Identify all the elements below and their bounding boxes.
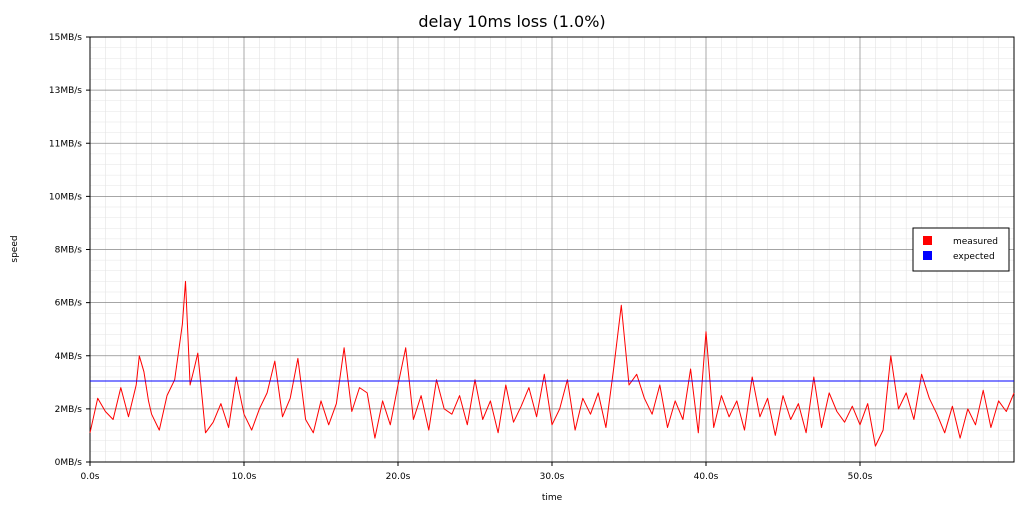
legend-swatch-expected [923,251,932,260]
grid [89,36,1015,463]
x-tick-label: 30.0s [540,472,565,482]
legend-swatch-measured [923,236,932,245]
y-tick-label: 10MB/s [49,192,82,202]
y-tick-label: 8MB/s [55,246,83,256]
y-tick-label: 2MB/s [55,405,83,415]
x-axis: 0.0s 10.0s 20.0s 30.0s 40.0s 50.0s [80,462,873,482]
series-layer [89,280,1015,447]
y-tick-label: 13MB/s [49,86,82,96]
legend-box [912,227,1010,272]
y-axis: 0MB/s 2MB/s 4MB/s 6MB/s 8MB/s 10MB/s 11MB/s 13M… [49,33,90,468]
y-tick-label: 6MB/s [55,299,83,309]
y-tick-label: 11MB/s [49,139,82,149]
x-tick-label: 50.0s [848,472,873,482]
x-tick-label: 20.0s [386,472,411,482]
y-tick-label: 15MB/s [49,33,82,43]
x-tick-label: 10.0s [232,472,257,482]
x-axis-label: time [542,493,563,503]
series-line-measured [89,280,1015,447]
y-tick-label: 4MB/s [55,352,83,362]
y-axis-label: speed [10,235,20,262]
x-tick-label: 40.0s [694,472,719,482]
legend-label-measured: measured [953,237,998,247]
x-tick-label: 0.0s [80,472,99,482]
y-tick-label: 0MB/s [55,458,83,468]
legend-label-expected: expected [953,252,995,262]
chart-title: delay 10ms loss (1.0%) [418,12,605,31]
legend: measured expected [912,227,1010,272]
